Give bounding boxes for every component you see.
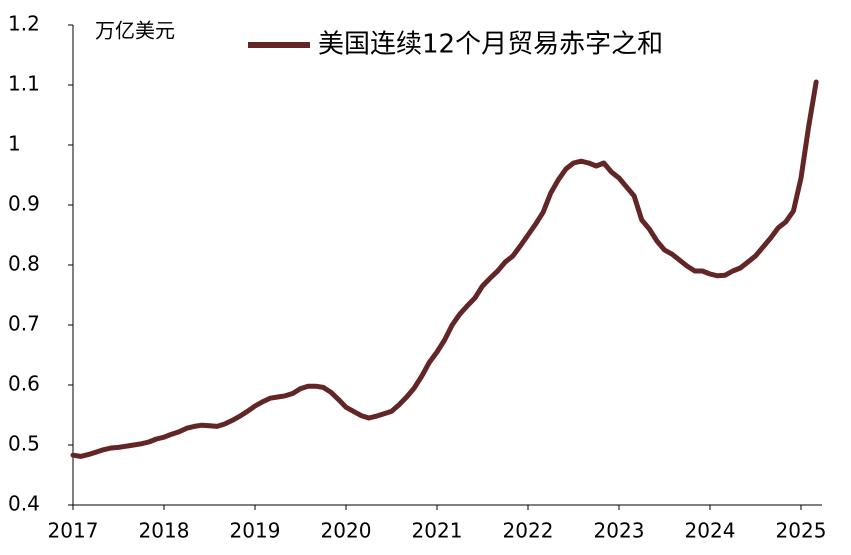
- x-tick-label: 2023: [594, 519, 645, 543]
- x-tick-label: 2021: [412, 519, 463, 543]
- y-tick-label: 1: [8, 132, 21, 156]
- y-tick-label: 0.9: [8, 192, 40, 216]
- line-series: [70, 79, 819, 459]
- x-tick-label: 2018: [139, 519, 190, 543]
- y-tick-label: 0.8: [8, 252, 40, 276]
- y-tick-label: 1.2: [8, 12, 40, 36]
- x-tick-label: 2025: [776, 519, 827, 543]
- y-tick-label: 0.6: [8, 372, 40, 396]
- y-tick-label: 0.5: [8, 432, 40, 456]
- x-tick-label: 2017: [48, 519, 99, 543]
- x-tick-label: 2022: [503, 519, 554, 543]
- y-tick-label: 0.7: [8, 312, 40, 336]
- x-tick-label: 2024: [685, 519, 736, 543]
- y-tick-label: 1.1: [8, 72, 40, 96]
- legend-label: 美国连续12个月贸易赤字之和: [318, 30, 663, 60]
- x-tick-label: 2019: [230, 519, 281, 543]
- y-tick-label: 0.4: [8, 492, 40, 516]
- x-tick-label: 2020: [321, 519, 372, 543]
- y-axis-label: 万亿美元: [95, 19, 175, 43]
